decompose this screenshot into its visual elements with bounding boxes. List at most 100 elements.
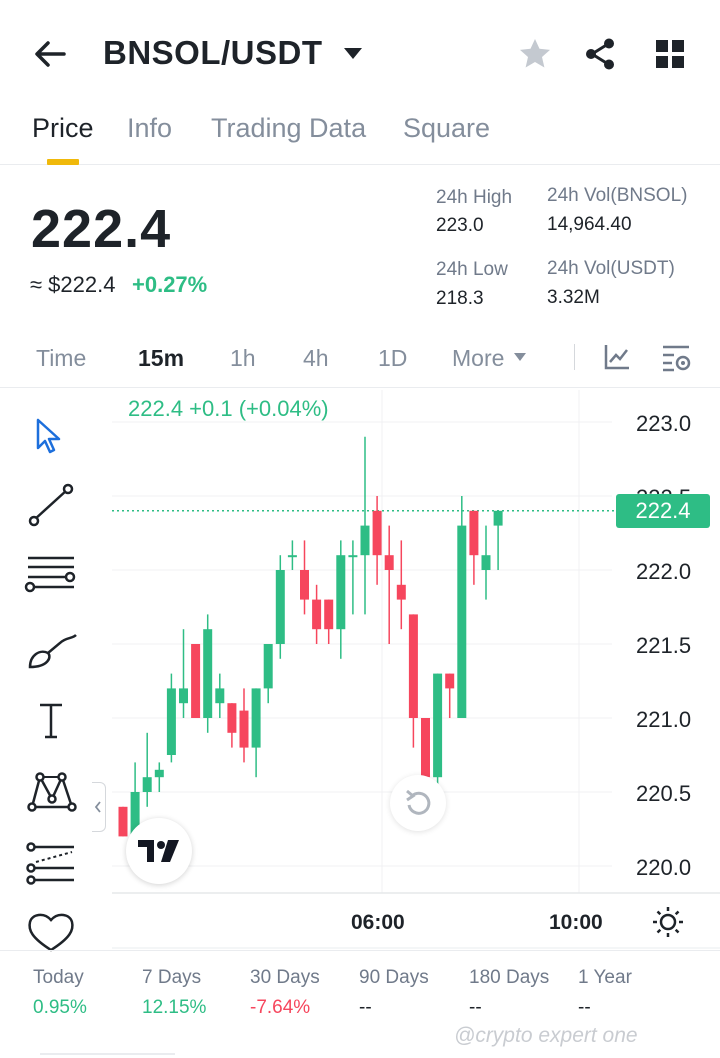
perf-label: 7 Days [142, 967, 202, 988]
chart-canvas[interactable] [0, 390, 720, 950]
y-tick: 223.0 [636, 411, 692, 436]
candle-body[interactable] [348, 555, 358, 558]
candle-body[interactable] [251, 688, 261, 748]
perf-value: 0.95% [33, 997, 87, 1018]
tab-price[interactable]: Price [32, 113, 94, 143]
back-arrow-icon[interactable] [30, 34, 70, 74]
candle-body[interactable] [324, 599, 334, 630]
drawing-toolbar [0, 390, 100, 952]
fib-lines-icon[interactable] [22, 550, 80, 604]
interval-1h[interactable]: 1h [230, 345, 256, 371]
tab-info[interactable]: Info [127, 113, 173, 143]
reset-chart-button[interactable] [390, 775, 446, 831]
candle-body[interactable] [300, 570, 309, 600]
current-price-label: 222.4 [616, 494, 710, 528]
active-tab-indicator [47, 159, 79, 165]
x-tick: 06:00 [351, 911, 405, 934]
perf-value: -- [469, 997, 482, 1018]
toolbar-collapse-handle[interactable] [92, 782, 106, 832]
watermark: @crypto expert one [454, 1024, 638, 1047]
candle-body[interactable] [191, 644, 201, 718]
chart-legend: 222.4 +0.1 (+0.04%) [128, 396, 329, 421]
y-tick: 222.0 [636, 559, 692, 584]
performance-row: Today 0.95% 7 Days 12.15% 30 Days -7.64%… [0, 950, 720, 1035]
trend-line-icon[interactable] [22, 480, 80, 534]
candle-body[interactable] [372, 510, 382, 556]
y-tick: 221.0 [636, 707, 692, 732]
low-label: 24h Low [436, 259, 508, 280]
candle-body[interactable] [384, 555, 394, 570]
x-tick: 10:00 [549, 911, 603, 934]
candle-body[interactable] [142, 777, 152, 792]
prediction-tool-icon[interactable] [22, 838, 80, 892]
candle-body[interactable] [275, 570, 285, 644]
caret-down-icon[interactable] [342, 45, 364, 61]
text-tool-icon[interactable] [22, 695, 80, 749]
candle-body[interactable] [263, 644, 273, 689]
interval-bar: Time 15m 1h 4h 1D More [0, 330, 720, 388]
favorites-heart-icon[interactable] [22, 906, 80, 960]
candle-body[interactable] [493, 510, 503, 526]
candle-body[interactable] [481, 555, 491, 570]
interval-time[interactable]: Time [36, 345, 87, 371]
candle-body[interactable] [336, 555, 346, 630]
pattern-tool-icon[interactable] [22, 765, 80, 819]
pair-title[interactable]: BNSOL/USDT [103, 34, 323, 71]
vol-base-label: 24h Vol(BNSOL) [547, 185, 688, 206]
brush-icon[interactable] [22, 625, 80, 679]
low-value: 218.3 [436, 288, 484, 309]
candlestick-chart[interactable] [0, 390, 720, 950]
price-change-percent: +0.27% [132, 272, 208, 297]
tab-square[interactable]: Square [403, 113, 491, 143]
vol-base-value: 14,964.40 [547, 214, 632, 235]
y-tick: 220.5 [636, 781, 692, 806]
tradingview-logo-icon [138, 840, 179, 862]
candle-body[interactable] [118, 806, 128, 837]
interval-15m[interactable]: 15m [138, 345, 185, 371]
perf-label: 90 Days [359, 967, 429, 988]
candle-body[interactable] [179, 688, 188, 704]
tab-trading-data[interactable]: Trading Data [211, 113, 367, 143]
share-icon[interactable] [582, 36, 618, 72]
candle-body[interactable] [433, 673, 443, 778]
candle-body[interactable] [469, 510, 479, 556]
more-caret-icon[interactable] [513, 352, 527, 362]
y-tick: 221.5 [636, 633, 692, 658]
candle-body[interactable] [203, 629, 213, 718]
candle-body[interactable] [421, 718, 430, 778]
perf-value: -7.64% [250, 997, 311, 1018]
candle-body[interactable] [287, 555, 297, 558]
high-label: 24h High [436, 187, 513, 208]
indicator-icon[interactable] [602, 342, 632, 372]
high-value: 223.0 [436, 215, 484, 236]
perf-value: -- [359, 997, 372, 1018]
y-tick: 220.0 [636, 855, 692, 880]
interval-more[interactable]: More [452, 345, 505, 371]
perf-label: 180 Days [469, 967, 550, 988]
last-price: 222.4 [31, 199, 172, 259]
header: BNSOL/USDT [0, 0, 720, 105]
star-icon[interactable] [517, 36, 553, 72]
chart-settings-icon[interactable] [660, 342, 692, 374]
candle-body[interactable] [457, 525, 467, 718]
candle-body[interactable] [408, 614, 418, 718]
candle-body[interactable] [312, 599, 322, 630]
candle-body[interactable] [239, 710, 249, 748]
candle-body[interactable] [130, 792, 140, 852]
bottom-divider [40, 1053, 175, 1055]
candle-body[interactable] [154, 769, 164, 778]
interval-1d[interactable]: 1D [378, 345, 408, 371]
interval-4h[interactable]: 4h [303, 345, 329, 371]
perf-label: 1 Year [578, 967, 632, 988]
grid-menu-icon[interactable] [654, 38, 686, 70]
cursor-icon[interactable] [22, 410, 80, 464]
chevron-left-icon [94, 801, 101, 813]
candle-body[interactable] [360, 525, 370, 556]
interval-divider [574, 344, 575, 370]
candle-body[interactable] [215, 688, 225, 704]
candle-body[interactable] [227, 703, 237, 733]
candle-body[interactable] [166, 688, 176, 755]
candle-body[interactable] [445, 673, 455, 689]
theme-toggle-icon[interactable] [652, 906, 684, 938]
candle-body[interactable] [396, 584, 406, 600]
